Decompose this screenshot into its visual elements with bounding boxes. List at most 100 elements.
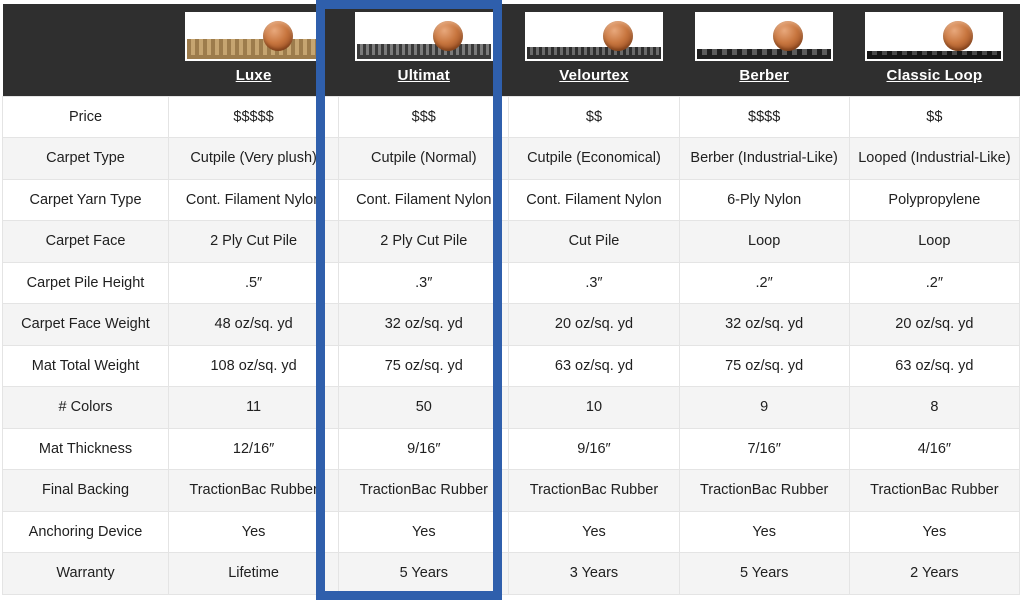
table-cell: $$$ (338, 95, 510, 138)
table-cell: Yes (848, 510, 1021, 553)
table-cell: Cont. Filament Nylon (338, 178, 510, 221)
table-cell: 10 (508, 386, 680, 429)
table-cell: 11 (167, 386, 340, 429)
product-header-ultimat[interactable]: Ultimat (338, 4, 509, 96)
table-cell: 5 Years (338, 552, 510, 595)
table-cell: 20 oz/sq. yd (848, 303, 1021, 346)
carpet-backing-graphic (356, 55, 491, 59)
table-cell: .5″ (167, 261, 340, 304)
table-row: Price $$$$$ $$$ $$ $$$$ $$ (2, 95, 1021, 138)
table-cell: 5 Years (678, 552, 850, 595)
table-cell: .3″ (338, 261, 510, 304)
table-body: Price $$$$$ $$$ $$ $$$$ $$ Carpet Type Cutpile … (2, 95, 1021, 595)
table-cell: 9/16″ (508, 427, 680, 470)
table-cell: TractionBac Rubber (678, 469, 850, 512)
table-cell: 108 oz/sq. yd (167, 344, 340, 387)
table-cell: 4/16″ (848, 427, 1021, 470)
row-label-cell: Price (2, 95, 169, 138)
product-header-velourtex[interactable]: Velourtex (508, 4, 680, 96)
table-row: Carpet Pile Height .5″ .3″ .3″ .2″ .2″ (2, 261, 1021, 304)
table-cell: TractionBac Rubber (508, 469, 680, 512)
table-cell: 8 (848, 386, 1021, 429)
table-row: Carpet Face Weight 48 oz/sq. yd 32 oz/sq. … (2, 303, 1021, 346)
row-label-cell: # Colors (2, 386, 169, 429)
product-image-berber (695, 12, 834, 61)
header-corner-cell (2, 4, 169, 96)
table-cell: 6-Ply Nylon (678, 178, 850, 221)
table-cell: TractionBac Rubber (848, 469, 1021, 512)
carpet-backing-graphic (697, 55, 832, 59)
table-cell: 63 oz/sq. yd (508, 344, 680, 387)
table-cell: 9 (678, 386, 850, 429)
table-cell: 9/16″ (338, 427, 510, 470)
table-cell: $$$$ (678, 95, 850, 138)
table-cell: $$$$$ (167, 95, 340, 138)
table-row: Mat Thickness 12/16″ 9/16″ 9/16″ 7/16″ 4/16″ (2, 427, 1021, 470)
table-row: Warranty Lifetime 5 Years 3 Years 5 Years 2 Y… (2, 552, 1021, 595)
table-cell: 32 oz/sq. yd (338, 303, 510, 346)
carpet-backing-graphic (867, 55, 1002, 59)
penny-coin-icon (432, 21, 463, 51)
penny-coin-icon (773, 21, 804, 51)
product-image-classic-loop (865, 12, 1004, 61)
table-cell: 20 oz/sq. yd (508, 303, 680, 346)
table-cell: 2 Ply Cut Pile (338, 220, 510, 263)
carpet-fibers-graphic (697, 49, 832, 59)
row-label-cell: Final Backing (2, 469, 169, 512)
row-label-cell: Anchoring Device (2, 510, 169, 553)
carpet-backing-graphic (526, 55, 661, 59)
table-cell: 75 oz/sq. yd (678, 344, 850, 387)
table-cell: Cutpile (Economical) (508, 137, 680, 180)
table-row: Carpet Face 2 Ply Cut Pile 2 Ply Cut Pile C… (2, 220, 1021, 263)
row-label-cell: Mat Total Weight (2, 344, 169, 387)
carpet-backing-graphic (186, 55, 321, 59)
table-cell: 3 Years (508, 552, 680, 595)
row-label-cell: Carpet Face Weight (2, 303, 169, 346)
table-cell: 2 Years (848, 552, 1021, 595)
product-name-label[interactable]: Classic Loop (886, 67, 983, 84)
penny-coin-icon (943, 21, 974, 51)
product-name-label[interactable]: Berber (739, 67, 789, 84)
table-cell: 32 oz/sq. yd (678, 303, 850, 346)
table-cell: Yes (678, 510, 850, 553)
penny-coin-icon (262, 21, 293, 51)
product-header-classic-loop[interactable]: Classic Loop (849, 4, 1020, 96)
table-cell: Loop (848, 220, 1021, 263)
table-cell: 2 Ply Cut Pile (167, 220, 340, 263)
row-label-cell: Mat Thickness (2, 427, 169, 470)
table-row: Mat Total Weight 108 oz/sq. yd 75 oz/sq. y… (2, 344, 1021, 387)
product-header-luxe[interactable]: Luxe (168, 4, 339, 96)
table-cell: TractionBac Rubber (167, 469, 340, 512)
table-cell: 7/16″ (678, 427, 850, 470)
table-row: Final Backing TractionBac Rubber TractionB… (2, 469, 1021, 512)
table-row: # Colors 11 50 10 9 8 (2, 386, 1021, 429)
table-cell: 12/16″ (167, 427, 340, 470)
table-cell: Cut Pile (508, 220, 680, 263)
product-name-label[interactable]: Velourtex (559, 67, 629, 84)
table-row: Carpet Type Cutpile (Very plush) Cutpile (… (2, 137, 1021, 180)
table-row: Anchoring Device Yes Yes Yes Yes Yes (2, 510, 1021, 553)
product-header-berber[interactable]: Berber (679, 4, 850, 96)
row-label-cell: Carpet Pile Height (2, 261, 169, 304)
table-cell: .2″ (848, 261, 1021, 304)
table-cell: TractionBac Rubber (338, 469, 510, 512)
table-cell: Looped (Industrial-Like) (848, 137, 1021, 180)
row-label-cell: Carpet Face (2, 220, 169, 263)
table-cell: Cutpile (Very plush) (167, 137, 340, 180)
table-cell: .3″ (508, 261, 680, 304)
table-header: Luxe Ultimat Velourtex (2, 4, 1020, 96)
table-header-row: Luxe Ultimat Velourtex (2, 4, 1020, 96)
table-cell: Yes (167, 510, 340, 553)
table-cell: Loop (678, 220, 850, 263)
row-label-cell: Carpet Yarn Type (2, 178, 169, 221)
table-cell: Lifetime (167, 552, 340, 595)
table-row: Carpet Yarn Type Cont. Filament Nylon Cont… (2, 178, 1021, 221)
product-image-velourtex (524, 12, 663, 61)
table-cell: 63 oz/sq. yd (848, 344, 1021, 387)
product-image-luxe (184, 12, 323, 61)
product-name-label[interactable]: Luxe (235, 67, 272, 84)
carpet-comparison-table: Luxe Ultimat Velourtex (2, 4, 1021, 595)
product-name-label[interactable]: Ultimat (397, 67, 450, 84)
penny-coin-icon (602, 21, 633, 51)
